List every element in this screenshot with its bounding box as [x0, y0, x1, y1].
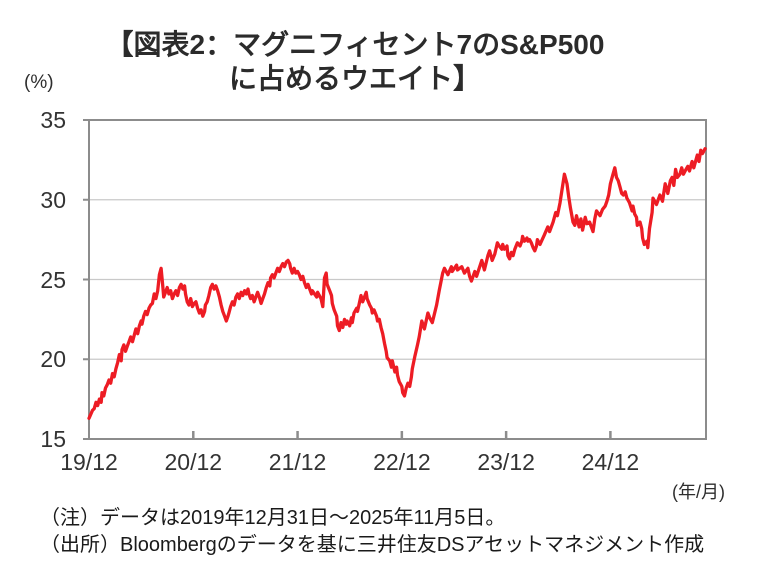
y-axis-label-15: 15 — [40, 426, 66, 452]
y-axis-label-35: 35 — [40, 107, 66, 133]
note-data-range: （注）データは2019年12月31日～2025年11月5日。 — [40, 507, 506, 529]
x-axis-label-21-12: 21/12 — [268, 449, 327, 475]
x-axis-unit-label: (年/月) — [672, 482, 725, 502]
plot-border — [88, 119, 707, 440]
y-axis-label-25: 25 — [40, 266, 66, 293]
chart-title-line1: 【図表2：マグニフィセント7のS&P500 — [105, 29, 605, 60]
y-axis-unit-label: (%) — [24, 72, 54, 93]
x-axis-label-24-12: 24/12 — [581, 449, 640, 475]
x-axis-label-19-12: 19/12 — [60, 449, 118, 475]
y-axis-label-30: 30 — [40, 186, 66, 213]
note-source: （出所）Bloombergのデータを基に三井住友DSアセットマネジメント作成 — [40, 534, 705, 556]
x-axis-label-22-12: 22/12 — [373, 449, 431, 475]
chart-title: 【図表2：マグニフィセント7のS&P500 に占めるウエイト】 — [0, 28, 710, 96]
weight-line-series — [87, 147, 707, 420]
x-axis-label-20-12: 20/12 — [164, 449, 223, 475]
chart-title-line2: に占めるウエイト】 — [228, 63, 481, 94]
y-axis-label-20: 20 — [40, 346, 66, 373]
x-axis-label-23-12: 23/12 — [477, 449, 535, 475]
